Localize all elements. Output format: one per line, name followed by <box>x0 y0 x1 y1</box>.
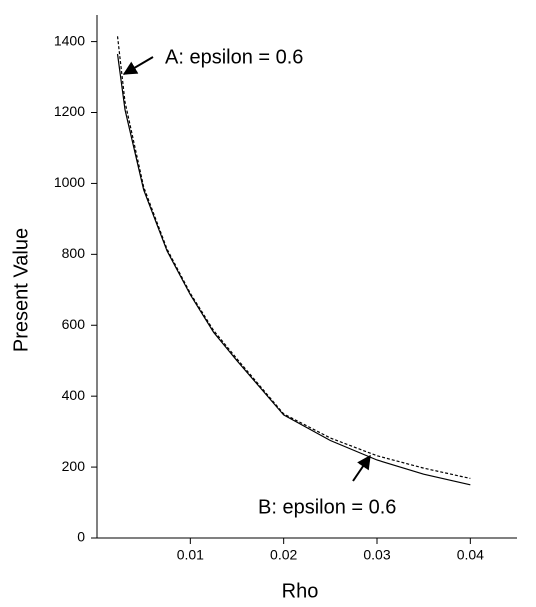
y-tick-label: 1400 <box>54 32 85 48</box>
x-tick-label: 0.02 <box>270 547 297 563</box>
x-axis-label: Rho <box>282 580 319 602</box>
line-series <box>116 53 471 486</box>
annotation: B: epsilon = 0.6 <box>258 496 396 518</box>
annotation-arrow <box>122 56 154 75</box>
y-tick-label: 1000 <box>54 174 85 190</box>
line-series <box>116 36 471 480</box>
annotation: A: epsilon = 0.6 <box>165 46 303 68</box>
x-tick-label: 0.03 <box>363 547 390 563</box>
x-tick-label: 0.01 <box>177 547 204 563</box>
y-axis-label: Present Value <box>10 228 32 352</box>
y-tick-label: 400 <box>62 387 86 403</box>
x-tick-label: 0.04 <box>457 547 484 563</box>
y-tick-label: 0 <box>77 529 85 545</box>
y-tick-label: 1200 <box>54 103 85 119</box>
y-tick-label: 200 <box>62 458 86 474</box>
annotation-arrow <box>352 454 371 482</box>
y-tick-label: 800 <box>62 245 86 261</box>
y-tick-label: 600 <box>62 316 86 332</box>
